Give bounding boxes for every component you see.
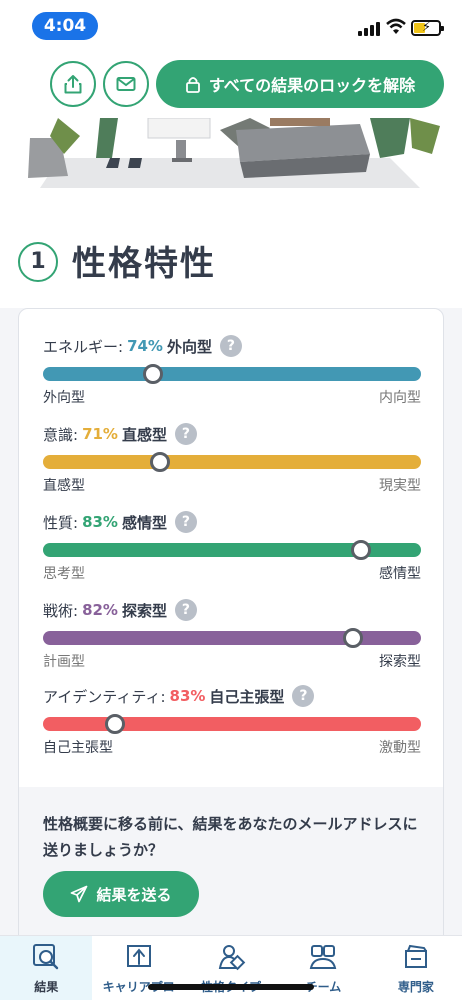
trait-nature: 性質: 83% 感情型 ? 思考型 感情型: [43, 509, 421, 583]
results-icon: [33, 944, 59, 970]
trait-slider-knob: [342, 628, 363, 648]
help-icon[interactable]: ?: [174, 511, 197, 533]
wifi-icon: [386, 18, 406, 34]
trait-percent: 83%: [82, 513, 118, 531]
trait-type: 自己主張型: [209, 687, 285, 706]
trait-label: 性質:: [43, 513, 79, 532]
hero-illustration: [0, 118, 462, 198]
trait-bar: [43, 628, 421, 648]
trait-tactics: 戦術: 82% 探索型 ? 計画型 探索型: [43, 597, 421, 671]
trait-right-pole: 現実型: [379, 478, 421, 494]
trait-right-pole: 激動型: [379, 740, 421, 756]
action-bar: すべての結果のロックを解除: [0, 50, 462, 118]
trait-slider-knob: [350, 540, 371, 560]
trait-label: アイデンティティ:: [43, 687, 166, 706]
trait-identity: アイデンティティ: 83% 自己主張型 ? 自己主張型 激動型: [43, 683, 421, 757]
send-results-button[interactable]: 結果を送る: [43, 871, 199, 917]
lock-icon: [185, 77, 200, 93]
personality-traits-card: エネルギー: 74% 外向型 ? 外向型 内向型 意識: 71% 直感型 ? 直…: [18, 308, 444, 948]
trait-percent: 82%: [82, 601, 118, 619]
trait-right-pole: 内向型: [379, 390, 421, 406]
help-icon[interactable]: ?: [219, 335, 242, 357]
nav-personality-types[interactable]: 性格タイプ: [185, 936, 277, 1000]
nav-label: チーム: [305, 980, 342, 994]
email-button[interactable]: [103, 61, 149, 107]
trait-type: 探索型: [121, 601, 167, 620]
trait-mind: 意識: 71% 直感型 ? 直感型 現実型: [43, 421, 421, 495]
status-time: 4:04: [32, 12, 98, 40]
career-icon: [126, 945, 151, 967]
nav-career[interactable]: キャリアプロ: [92, 936, 184, 1000]
trait-slider-knob: [104, 714, 125, 734]
status-bar: 4:04 ⚡: [0, 0, 462, 50]
cellular-signal-icon: [358, 22, 380, 36]
team-illustration-image: [28, 118, 440, 188]
help-icon[interactable]: ?: [174, 423, 197, 445]
paper-plane-icon: [71, 885, 88, 903]
section-number: 1: [18, 242, 58, 282]
trait-energy: エネルギー: 74% 外向型 ? 外向型 内向型: [43, 333, 421, 407]
send-results-label: 結果を送る: [96, 885, 172, 904]
nav-label: 専門家: [397, 980, 434, 994]
share-icon: [64, 75, 82, 94]
trait-slider-knob: [150, 452, 171, 472]
trait-percent: 83%: [169, 687, 206, 705]
trait-label: 意識:: [43, 425, 79, 444]
trait-label: エネルギー:: [43, 337, 124, 356]
home-indicator: [148, 984, 314, 990]
email-prompt: 性格概要に移る前に、結果をあなたのメールアドレスに送りましょうか？: [43, 815, 418, 859]
share-button[interactable]: [50, 61, 96, 107]
trait-right-pole: 探索型: [379, 654, 421, 670]
bottom-navigation: 結果 キャリアプロ 性格タイプ チーム 専門家: [0, 935, 462, 1000]
trait-type: 感情型: [121, 513, 167, 532]
personality-types-icon: [218, 945, 246, 971]
unlock-all-results-button[interactable]: すべての結果のロックを解除: [156, 60, 444, 108]
help-icon[interactable]: ?: [174, 599, 197, 621]
experts-icon: [404, 944, 427, 968]
trait-left-pole: 計画型: [43, 654, 85, 670]
trait-label: 戦術:: [43, 601, 79, 620]
trait-right-pole: 感情型: [379, 566, 421, 582]
trait-left-pole: 自己主張型: [43, 740, 113, 756]
trait-percent: 71%: [82, 425, 118, 443]
battery-icon: ⚡: [411, 20, 444, 36]
unlock-label: すべての結果のロックを解除: [208, 76, 416, 95]
trait-percent: 74%: [127, 337, 163, 355]
nav-label: キャリアプロ: [102, 980, 175, 994]
trait-bar: [43, 364, 421, 384]
email-results-panel: 性格概要に移る前に、結果をあなたのメールアドレスに送りましょうか？ 結果を送る: [19, 787, 443, 947]
trait-type: 直感型: [121, 425, 167, 444]
nav-experts[interactable]: 専門家: [370, 936, 462, 1000]
nav-team[interactable]: チーム: [277, 936, 369, 1000]
mail-icon: [116, 77, 136, 91]
section-header: 1 性格特性: [0, 198, 462, 308]
trait-slider-knob: [142, 364, 163, 384]
trait-bar: [43, 452, 421, 472]
trait-type: 外向型: [166, 337, 212, 356]
trait-bar: [43, 714, 421, 734]
nav-results[interactable]: 結果: [0, 936, 93, 1000]
trait-left-pole: 思考型: [43, 566, 85, 582]
section-title: 性格特性: [72, 244, 216, 284]
trait-left-pole: 外向型: [43, 390, 85, 406]
help-icon[interactable]: ?: [292, 685, 315, 707]
nav-label: 結果: [34, 980, 59, 994]
team-icon: [310, 945, 337, 969]
trait-bar: [43, 540, 421, 560]
trait-left-pole: 直感型: [43, 478, 85, 494]
